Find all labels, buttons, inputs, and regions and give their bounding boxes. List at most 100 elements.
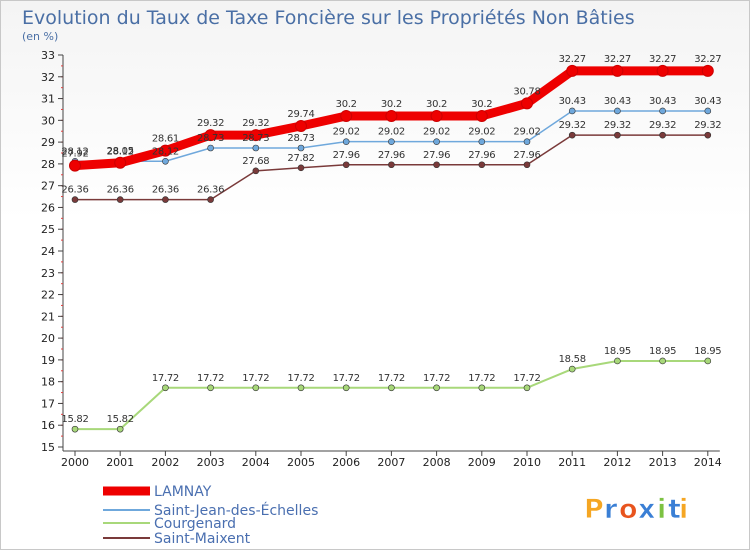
y-tick-label: 15 xyxy=(41,441,55,454)
data-label: 29.02 xyxy=(378,127,405,138)
data-label: 29.32 xyxy=(604,120,631,131)
x-tick-label: 2007 xyxy=(377,456,405,469)
x-tick-label: 2005 xyxy=(287,456,315,469)
y-tick-label: 23 xyxy=(41,267,55,280)
data-label: 28.61 xyxy=(152,134,179,145)
data-point xyxy=(342,138,350,145)
data-label: 28.12 xyxy=(107,146,134,157)
chart-title: Evolution du Taux de Taxe Foncière sur l… xyxy=(22,7,635,29)
x-tick-label: 2009 xyxy=(468,456,496,469)
data-point xyxy=(252,384,260,392)
data-label: 17.72 xyxy=(468,373,495,384)
data-label: 30.43 xyxy=(559,96,586,107)
data-point xyxy=(704,131,712,139)
data-point xyxy=(701,64,714,77)
data-label: 17.72 xyxy=(513,373,540,384)
logo-letter: i xyxy=(679,494,688,525)
data-label: 26.36 xyxy=(152,185,179,196)
data-label: 28.05 xyxy=(107,146,134,157)
legend: LAMNAY Saint-Jean-des-ÉchellesCourgenardS… xyxy=(103,484,318,547)
data-label: 28.73 xyxy=(242,133,269,144)
data-label: 29.02 xyxy=(423,127,450,138)
series-3 xyxy=(71,131,712,203)
data-label: 27.96 xyxy=(333,150,360,161)
data-point xyxy=(523,138,531,145)
logo-letter: o xyxy=(619,494,638,525)
data-label: 32.27 xyxy=(604,54,631,65)
data-point xyxy=(385,109,398,122)
data-point xyxy=(207,144,214,152)
data-point xyxy=(523,384,531,392)
logo-letter: t xyxy=(668,494,681,525)
y-tick-label: 21 xyxy=(41,310,55,323)
data-point xyxy=(478,384,486,392)
data-label: 29.32 xyxy=(197,118,224,129)
data-label: 30.43 xyxy=(694,96,721,107)
y-tick-label: 17 xyxy=(41,397,55,410)
x-tick-label: 2013 xyxy=(649,456,677,469)
data-label: 32.27 xyxy=(649,54,676,65)
x-tick-label: 2002 xyxy=(151,456,179,469)
data-point xyxy=(342,161,350,169)
y-tick-label: 31 xyxy=(41,93,55,106)
data-point xyxy=(430,109,443,122)
chart-subtitle: (en %) xyxy=(22,30,58,43)
data-point xyxy=(69,159,81,172)
y-tick-label: 33 xyxy=(41,49,55,62)
data-point xyxy=(521,97,533,110)
data-point xyxy=(568,131,576,139)
data-point xyxy=(249,129,262,142)
data-label: 27.96 xyxy=(513,150,540,161)
data-point xyxy=(614,357,621,365)
y-tick-label: 32 xyxy=(41,71,55,84)
data-point xyxy=(340,109,353,122)
data-point xyxy=(71,425,79,433)
logo-letter: P xyxy=(584,494,604,525)
data-point xyxy=(114,156,127,169)
data-label: 18.95 xyxy=(694,346,721,357)
data-label: 32.27 xyxy=(559,54,586,65)
x-tick-label: 2012 xyxy=(603,456,631,469)
y-tick-label: 26 xyxy=(41,201,55,214)
legend-entry: Saint-Maixent xyxy=(154,531,251,547)
data-label: 18.95 xyxy=(604,346,631,357)
data-label: 17.72 xyxy=(378,373,405,384)
data-point xyxy=(388,138,395,145)
data-label: 28.73 xyxy=(197,133,224,144)
data-point xyxy=(611,64,624,77)
y-tick-label: 18 xyxy=(41,376,55,389)
data-point xyxy=(659,357,666,365)
logo-letter: x xyxy=(638,494,655,525)
data-label: 27.96 xyxy=(423,150,450,161)
data-label: 26.36 xyxy=(61,185,88,196)
x-tick-label: 2000 xyxy=(61,456,89,469)
data-label: 30.2 xyxy=(471,99,492,110)
data-point xyxy=(475,109,488,122)
data-labels: 15.82 15.82 17.72 17.72 17.72 17.72 17.72 17.72… xyxy=(61,54,721,425)
data-point xyxy=(162,384,169,392)
data-label: 17.72 xyxy=(333,373,360,384)
data-point xyxy=(71,196,79,203)
data-point xyxy=(162,196,169,203)
data-label: 15.82 xyxy=(61,414,88,425)
data-label: 27.92 xyxy=(61,149,88,160)
y-tick-label: 24 xyxy=(41,245,55,258)
data-point xyxy=(659,131,666,139)
data-label: 30.2 xyxy=(381,99,402,110)
data-label: 26.36 xyxy=(107,185,134,196)
series-line xyxy=(74,359,709,431)
legend-entry: Saint-Jean-des-Échelles xyxy=(154,502,318,519)
data-point xyxy=(342,384,350,392)
logo-letter: i xyxy=(657,494,666,525)
x-tick-label: 2001 xyxy=(106,456,134,469)
data-label: 29.32 xyxy=(559,120,586,131)
data-label: 26.36 xyxy=(197,185,224,196)
x-tick-label: 2010 xyxy=(513,456,541,469)
data-point xyxy=(295,119,307,132)
data-point xyxy=(478,138,486,145)
y-tick-label: 19 xyxy=(41,354,55,367)
data-point xyxy=(207,196,214,203)
data-point xyxy=(162,157,169,165)
